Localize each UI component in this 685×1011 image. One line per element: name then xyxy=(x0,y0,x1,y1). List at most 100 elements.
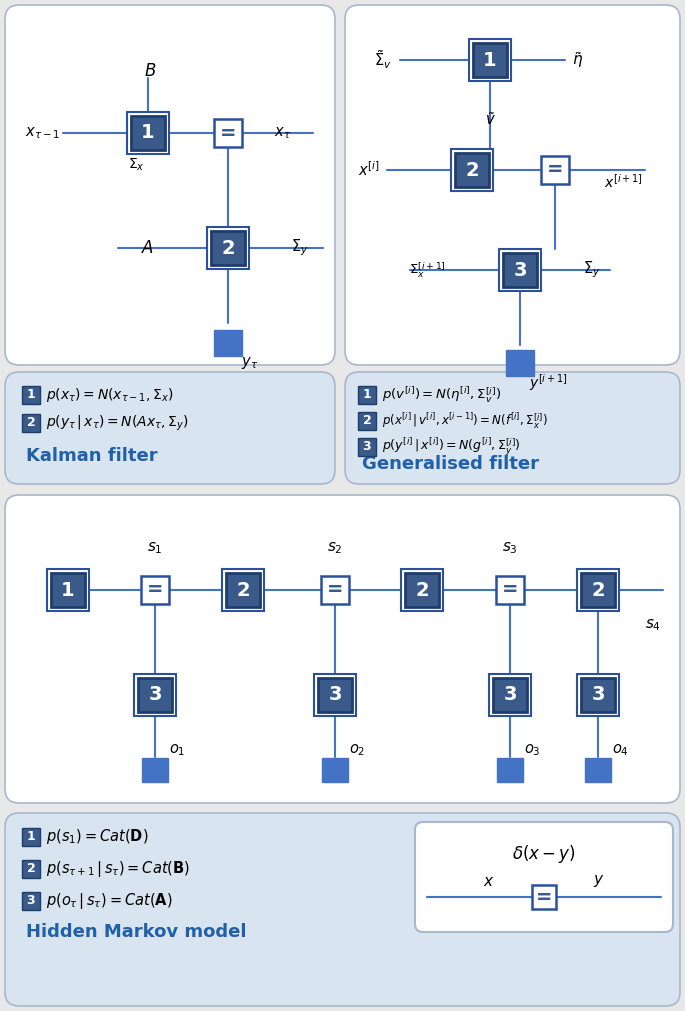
Text: 3: 3 xyxy=(362,441,371,454)
Text: Kalman filter: Kalman filter xyxy=(26,447,158,465)
Bar xyxy=(506,350,534,376)
Bar xyxy=(473,43,507,77)
Bar xyxy=(131,116,165,150)
Bar xyxy=(577,674,619,716)
Text: $A$: $A$ xyxy=(141,239,155,257)
Bar xyxy=(401,569,443,611)
Bar xyxy=(211,231,245,265)
Bar xyxy=(214,330,242,356)
Text: $s_4$: $s_4$ xyxy=(645,617,661,633)
Bar xyxy=(455,153,489,187)
Text: 2: 2 xyxy=(591,580,605,600)
Text: $x^{[i]}$: $x^{[i]}$ xyxy=(358,161,380,179)
Bar xyxy=(127,112,169,154)
Text: $p(x^{[i]}\,|\,v^{[i]},x^{[i-1]}) = N(f^{[i]},\Sigma_x^{[i]})$: $p(x^{[i]}\,|\,v^{[i]},x^{[i-1]}) = N(f^… xyxy=(382,411,548,431)
Bar xyxy=(51,573,85,607)
Bar xyxy=(22,386,40,404)
Bar xyxy=(207,227,249,269)
Bar xyxy=(318,678,352,712)
Text: 3: 3 xyxy=(591,685,605,705)
Text: 1: 1 xyxy=(27,388,36,401)
Bar xyxy=(532,885,556,909)
Bar xyxy=(138,678,172,712)
Text: Generalised filter: Generalised filter xyxy=(362,455,539,473)
Text: 1: 1 xyxy=(362,388,371,401)
FancyBboxPatch shape xyxy=(5,5,335,365)
Text: 2: 2 xyxy=(221,239,235,258)
Text: =: = xyxy=(220,123,236,143)
Text: $p(y_\tau\,|\,x_\tau) = N(Ax_\tau,\Sigma_y)$: $p(y_\tau\,|\,x_\tau) = N(Ax_\tau,\Sigma… xyxy=(46,413,189,433)
Bar xyxy=(321,576,349,604)
Text: $p(v^{[i]}) = N(\eta^{[i]},\Sigma_v^{[i]})$: $p(v^{[i]}) = N(\eta^{[i]},\Sigma_v^{[i]… xyxy=(382,385,501,404)
Text: 2: 2 xyxy=(27,417,36,430)
Text: 3: 3 xyxy=(148,685,162,705)
Bar xyxy=(499,249,541,291)
Bar xyxy=(503,253,537,287)
Text: $\Sigma_x$: $\Sigma_x$ xyxy=(127,157,145,173)
Bar xyxy=(222,569,264,611)
Bar xyxy=(358,438,376,456)
Text: $p(y^{[i]}\,|\,x^{[i]}) = N(g^{[i]},\Sigma_y^{[i]})$: $p(y^{[i]}\,|\,x^{[i]}) = N(g^{[i]},\Sig… xyxy=(382,437,521,458)
Bar xyxy=(451,149,493,191)
Text: $\Sigma_y$: $\Sigma_y$ xyxy=(291,238,309,258)
Bar xyxy=(214,119,242,147)
Text: $\delta(x - y)$: $\delta(x - y)$ xyxy=(512,843,576,865)
Bar xyxy=(497,758,523,782)
Text: $\tilde{v}$: $\tilde{v}$ xyxy=(484,111,495,128)
Text: 2: 2 xyxy=(362,415,371,428)
Text: 3: 3 xyxy=(513,261,527,279)
Bar xyxy=(496,576,524,604)
Text: 2: 2 xyxy=(415,580,429,600)
Text: =: = xyxy=(547,161,563,180)
FancyBboxPatch shape xyxy=(5,495,680,803)
Text: $o_1$: $o_1$ xyxy=(169,742,185,758)
Text: $p(x_\tau) = N(x_{\tau-1},\Sigma_x)$: $p(x_\tau) = N(x_{\tau-1},\Sigma_x)$ xyxy=(46,386,174,404)
Text: $\Sigma_y$: $\Sigma_y$ xyxy=(583,260,601,280)
Text: 1: 1 xyxy=(61,580,75,600)
Bar xyxy=(585,758,611,782)
Bar xyxy=(358,386,376,404)
Text: 3: 3 xyxy=(328,685,342,705)
Text: 1: 1 xyxy=(141,123,155,143)
Text: $x$: $x$ xyxy=(483,874,495,889)
Text: $x_{\tau-1}$: $x_{\tau-1}$ xyxy=(25,125,61,141)
Bar xyxy=(22,828,40,846)
Text: 3: 3 xyxy=(503,685,516,705)
Bar xyxy=(141,576,169,604)
Bar xyxy=(314,674,356,716)
Text: 3: 3 xyxy=(27,895,36,908)
Bar xyxy=(581,678,615,712)
Bar xyxy=(405,573,439,607)
Bar xyxy=(541,156,569,184)
Text: $p(s_{\tau+1}\,|\,s_\tau) = Cat(\mathbf{B})$: $p(s_{\tau+1}\,|\,s_\tau) = Cat(\mathbf{… xyxy=(46,859,190,879)
Bar xyxy=(22,892,40,910)
Text: $p(o_\tau\,|\,s_\tau) = Cat(\mathbf{A})$: $p(o_\tau\,|\,s_\tau) = Cat(\mathbf{A})$ xyxy=(46,891,173,911)
Text: 1: 1 xyxy=(27,830,36,843)
Bar xyxy=(581,573,615,607)
FancyBboxPatch shape xyxy=(5,813,680,1006)
Text: $x^{[i+1]}$: $x^{[i+1]}$ xyxy=(603,173,643,191)
Bar xyxy=(493,678,527,712)
Text: $y^{[i+1]}$: $y^{[i+1]}$ xyxy=(529,372,567,393)
Text: 2: 2 xyxy=(465,161,479,180)
Text: =: = xyxy=(327,580,343,600)
Text: $s_3$: $s_3$ xyxy=(502,540,518,556)
Text: Hidden Markov model: Hidden Markov model xyxy=(26,923,247,941)
Bar xyxy=(469,39,511,81)
Text: $\tilde{\Sigma}_v$: $\tilde{\Sigma}_v$ xyxy=(374,49,392,71)
Bar xyxy=(134,674,176,716)
FancyBboxPatch shape xyxy=(415,822,673,932)
Text: B: B xyxy=(145,62,155,80)
Text: $y$: $y$ xyxy=(593,874,605,889)
Text: $\Sigma_x^{[i+1]}$: $\Sigma_x^{[i+1]}$ xyxy=(408,260,445,280)
Text: $p(s_1) = Cat(\mathbf{D})$: $p(s_1) = Cat(\mathbf{D})$ xyxy=(46,827,149,846)
Text: $x_\tau$: $x_\tau$ xyxy=(275,125,292,141)
Bar xyxy=(22,413,40,432)
Text: =: = xyxy=(501,580,519,600)
Bar xyxy=(489,674,531,716)
FancyBboxPatch shape xyxy=(5,372,335,484)
Text: $o_4$: $o_4$ xyxy=(612,742,628,758)
Text: $o_2$: $o_2$ xyxy=(349,742,365,758)
Text: $s_2$: $s_2$ xyxy=(327,540,342,556)
Text: 1: 1 xyxy=(483,51,497,70)
